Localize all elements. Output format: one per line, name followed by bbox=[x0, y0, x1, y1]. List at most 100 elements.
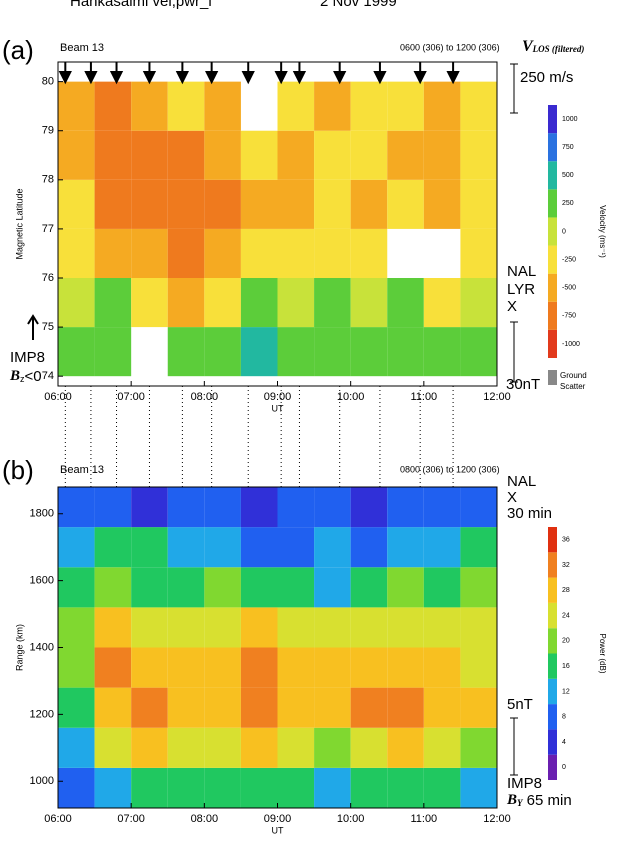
colorbar-band bbox=[548, 653, 557, 679]
ground-scatter-wrap: Ground Scatter bbox=[560, 371, 587, 391]
heat-cell bbox=[350, 607, 388, 648]
y-tick-label: 75 bbox=[42, 321, 54, 333]
heat-cell bbox=[460, 327, 497, 377]
heat-cell bbox=[204, 179, 241, 229]
heat-cell bbox=[204, 687, 241, 728]
heat-cell bbox=[460, 687, 497, 728]
imf-sub: Y bbox=[517, 798, 524, 808]
heat-cell bbox=[314, 179, 351, 229]
heat-cell bbox=[204, 767, 241, 808]
heat-cell bbox=[387, 179, 424, 229]
heat-cell bbox=[387, 687, 424, 728]
heat-cell bbox=[350, 687, 388, 728]
heat-cell bbox=[94, 81, 132, 131]
trace-label: LYR bbox=[507, 281, 535, 298]
heat-cell bbox=[58, 647, 95, 688]
x-axis-label: UT bbox=[272, 825, 284, 835]
heat-cell bbox=[423, 179, 461, 229]
heat-cell bbox=[240, 487, 278, 528]
heat-cell bbox=[314, 647, 351, 688]
scale-bar bbox=[510, 717, 518, 776]
y-tick-label: 1000 bbox=[30, 775, 54, 787]
imf-window: 65 min bbox=[523, 792, 572, 809]
panel-label: (b) bbox=[2, 455, 34, 485]
y-tick-label: 1200 bbox=[30, 708, 54, 720]
heat-cell bbox=[204, 327, 241, 377]
date: 2 Nov 1999 bbox=[320, 0, 397, 10]
trace-label: X bbox=[507, 489, 517, 506]
scale-bar bbox=[510, 63, 518, 114]
heat-cell bbox=[58, 81, 95, 131]
imf-symbol: B bbox=[506, 792, 517, 808]
heat-cell bbox=[94, 687, 132, 728]
imf-source: IMP8 bbox=[10, 349, 45, 366]
heat-cell bbox=[460, 767, 497, 808]
heat-cell bbox=[277, 647, 315, 688]
colorbar-band bbox=[548, 329, 557, 358]
heat-cell bbox=[387, 647, 424, 688]
x-tick-label: 08:00 bbox=[191, 391, 219, 403]
x-tick-label: 10:00 bbox=[337, 391, 365, 403]
colorbar-band bbox=[548, 729, 557, 755]
colorbar-band bbox=[548, 245, 557, 274]
y-tick-label: 74 bbox=[42, 370, 54, 382]
colorbar-tick-label: 16 bbox=[562, 663, 570, 670]
heat-cell bbox=[277, 487, 315, 528]
heat-cell bbox=[387, 278, 424, 328]
heat-cell bbox=[423, 527, 461, 568]
x-tick-label: 12:00 bbox=[483, 813, 511, 825]
heat-cell bbox=[460, 130, 497, 180]
imf-label: BY 65 min bbox=[506, 792, 572, 809]
onset-arrow bbox=[333, 62, 347, 85]
x-tick-label: 06:00 bbox=[44, 391, 72, 403]
colorbar-tick-label: 4 bbox=[562, 739, 566, 746]
beam: Beam 13 bbox=[60, 464, 104, 476]
heat-cell bbox=[460, 278, 497, 328]
colorbar-tick-label: 32 bbox=[562, 562, 570, 569]
heat-cell bbox=[277, 687, 315, 728]
colorbar-tick-label: 0 bbox=[562, 228, 566, 235]
heat-cell bbox=[314, 527, 351, 568]
heat-cell bbox=[58, 567, 95, 608]
heat-cell bbox=[350, 130, 388, 180]
onset-arrow bbox=[84, 62, 98, 85]
heat-cell bbox=[204, 527, 241, 568]
heat-cell bbox=[460, 228, 497, 278]
colorbar-band bbox=[548, 161, 557, 190]
imf-cond: <0 bbox=[25, 368, 42, 385]
y-tick-label: 79 bbox=[42, 125, 54, 137]
x-tick-label: 10:00 bbox=[337, 813, 365, 825]
heat-cell bbox=[94, 228, 132, 278]
x-tick-label: 09:00 bbox=[264, 391, 292, 403]
heat-cell bbox=[167, 487, 205, 528]
heat-cell bbox=[423, 278, 461, 328]
heat-cell bbox=[387, 130, 424, 180]
heat-cell bbox=[387, 527, 424, 568]
heat-cell bbox=[277, 278, 315, 328]
heat-cell bbox=[131, 228, 168, 278]
x-tick-label: 07:00 bbox=[117, 391, 145, 403]
station: Hankasalmi vel,pwr_l bbox=[70, 0, 212, 10]
heat-cell bbox=[94, 527, 132, 568]
heat-cell bbox=[167, 607, 205, 648]
trace-window: 30 min bbox=[507, 505, 552, 522]
heat-cell bbox=[350, 567, 388, 608]
heat-cell bbox=[240, 727, 278, 768]
ground-scatter-swatch bbox=[548, 370, 557, 385]
onset-arrow bbox=[373, 62, 387, 85]
colorbar-band bbox=[548, 105, 557, 134]
colorbar-tick-label: 8 bbox=[562, 714, 566, 721]
heat-cell bbox=[204, 607, 241, 648]
colorbar-band bbox=[548, 678, 557, 705]
heat-cell bbox=[350, 527, 388, 568]
heat-cell bbox=[204, 81, 241, 131]
colorbar-band bbox=[548, 754, 557, 780]
y-tick-label: 1800 bbox=[30, 508, 54, 520]
heat-cell bbox=[167, 727, 205, 768]
heat-cell bbox=[58, 278, 95, 328]
heat-cell bbox=[460, 179, 497, 229]
heat-cell bbox=[204, 727, 241, 768]
heat-cell bbox=[314, 567, 351, 608]
heat-cell bbox=[167, 179, 205, 229]
heat-cell bbox=[94, 130, 132, 180]
